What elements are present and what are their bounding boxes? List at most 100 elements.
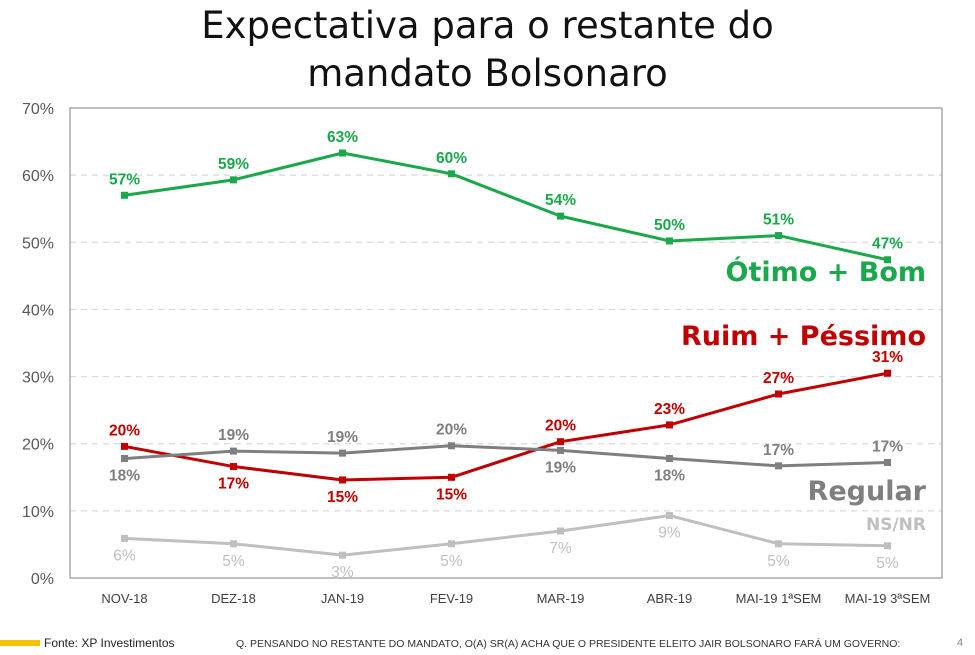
data-label: 18% (109, 467, 140, 484)
data-label: 20% (545, 418, 576, 435)
data-point (884, 459, 891, 467)
data-point (666, 237, 673, 245)
data-label: 5% (876, 555, 899, 572)
data-label: 50% (654, 217, 685, 234)
x-tick-label: MAI-19 1ªSEM (736, 591, 822, 606)
y-tick-label: 40% (22, 302, 54, 319)
data-label: 19% (545, 459, 576, 476)
data-point (448, 170, 455, 178)
data-label: 6% (113, 547, 136, 564)
data-label: 31% (872, 349, 903, 366)
data-label: 57% (109, 171, 140, 188)
data-point (339, 149, 346, 157)
data-label: 5% (767, 553, 790, 570)
data-point (448, 473, 455, 481)
data-label: 17% (872, 439, 903, 456)
footer-accent-bar (0, 640, 40, 646)
data-point (230, 540, 237, 548)
series-line-0 (124, 151, 888, 262)
x-tick-label: MAR-19 (537, 591, 585, 606)
series-lines (121, 149, 891, 559)
data-point (775, 390, 782, 398)
data-label: 7% (549, 540, 572, 557)
legend-label: NS/NR (866, 515, 926, 535)
data-label: 20% (436, 422, 467, 439)
data-point (230, 176, 237, 184)
series-line-3 (124, 514, 888, 557)
data-labels: 57% 59% 63% 60% 54% 50% 51% 47% 20% 17% 15% 15% 20% 2… (109, 129, 903, 581)
gridlines (70, 174, 942, 512)
data-point (230, 463, 237, 471)
data-label: 3% (331, 564, 354, 581)
legend-label: Ótimo + Bom (726, 256, 926, 288)
data-label: 5% (222, 553, 245, 570)
data-label: 47% (872, 236, 903, 253)
data-point (557, 446, 564, 454)
legend: Ótimo + Bom Ruim + Péssimo Regular NS/NR (681, 256, 927, 535)
y-tick-label: 0% (31, 571, 54, 588)
x-tick-label: DEZ-18 (211, 591, 256, 606)
data-point (121, 454, 128, 462)
data-point (121, 534, 128, 542)
x-tick-label: ABR-19 (647, 591, 693, 606)
data-point (557, 527, 564, 535)
data-point (884, 256, 891, 264)
data-point (448, 540, 455, 548)
series-line-1 (124, 371, 888, 482)
y-tick-label: 60% (22, 168, 54, 185)
series-line-2 (124, 444, 888, 468)
data-point (775, 462, 782, 470)
data-label: 18% (654, 467, 685, 484)
x-tick-label: NOV-18 (101, 591, 147, 606)
y-tick-label: 70% (22, 101, 54, 118)
data-label: 15% (327, 489, 358, 506)
legend-label: Ruim + Péssimo (681, 321, 926, 352)
x-tick-label: MAI-19 3ªSEM (845, 591, 931, 606)
chart-title-line-1: Expectativa para o restante do (201, 4, 774, 47)
data-point (884, 369, 891, 377)
y-tick-label: 20% (22, 437, 54, 454)
plot-border (69, 107, 943, 579)
chart-title: Expectativa para o restante do mandato B… (0, 2, 975, 98)
legend-label: Regular (808, 476, 927, 507)
data-label: 60% (436, 150, 467, 167)
data-point (884, 542, 891, 550)
data-label: 23% (654, 401, 685, 418)
data-label: 54% (545, 192, 576, 209)
data-point (666, 421, 673, 429)
data-point (666, 512, 673, 520)
data-label: 63% (327, 129, 358, 146)
data-label: 17% (218, 476, 249, 493)
page-number: 4 (957, 637, 964, 649)
data-label: 15% (436, 486, 467, 503)
footer-source: Fonte: XP Investimentos (44, 636, 175, 650)
data-label: 59% (218, 156, 249, 173)
data-label: 5% (440, 553, 463, 570)
data-label: 20% (109, 422, 140, 439)
data-label: 27% (763, 370, 794, 387)
data-point (339, 551, 346, 559)
data-point (230, 447, 237, 455)
data-point (448, 442, 455, 450)
data-label: 9% (658, 525, 681, 542)
y-tick-label: 10% (22, 504, 54, 521)
data-point (775, 540, 782, 548)
y-tick-label: 30% (22, 370, 54, 387)
data-point (557, 438, 564, 446)
data-point (121, 442, 128, 450)
data-point (666, 454, 673, 462)
x-tick-label: JAN-19 (321, 591, 364, 606)
data-point (339, 476, 346, 484)
data-label: 19% (327, 429, 358, 446)
data-point (121, 191, 128, 199)
data-point (339, 449, 346, 457)
data-label: 51% (763, 212, 794, 229)
y-tick-label: 50% (22, 235, 54, 252)
axes: 0% 10% 20% 30% 40% 50% 60% 70% NOV-18 DEZ-18 JAN-1… (22, 101, 943, 606)
footer-question: Q. PENSANDO NO RESTANTE DO MANDATO, O(A)… (236, 638, 901, 650)
data-label: 17% (763, 442, 794, 459)
x-tick-label: FEV-19 (430, 591, 473, 606)
data-label: 19% (218, 427, 249, 444)
data-point (775, 232, 782, 240)
